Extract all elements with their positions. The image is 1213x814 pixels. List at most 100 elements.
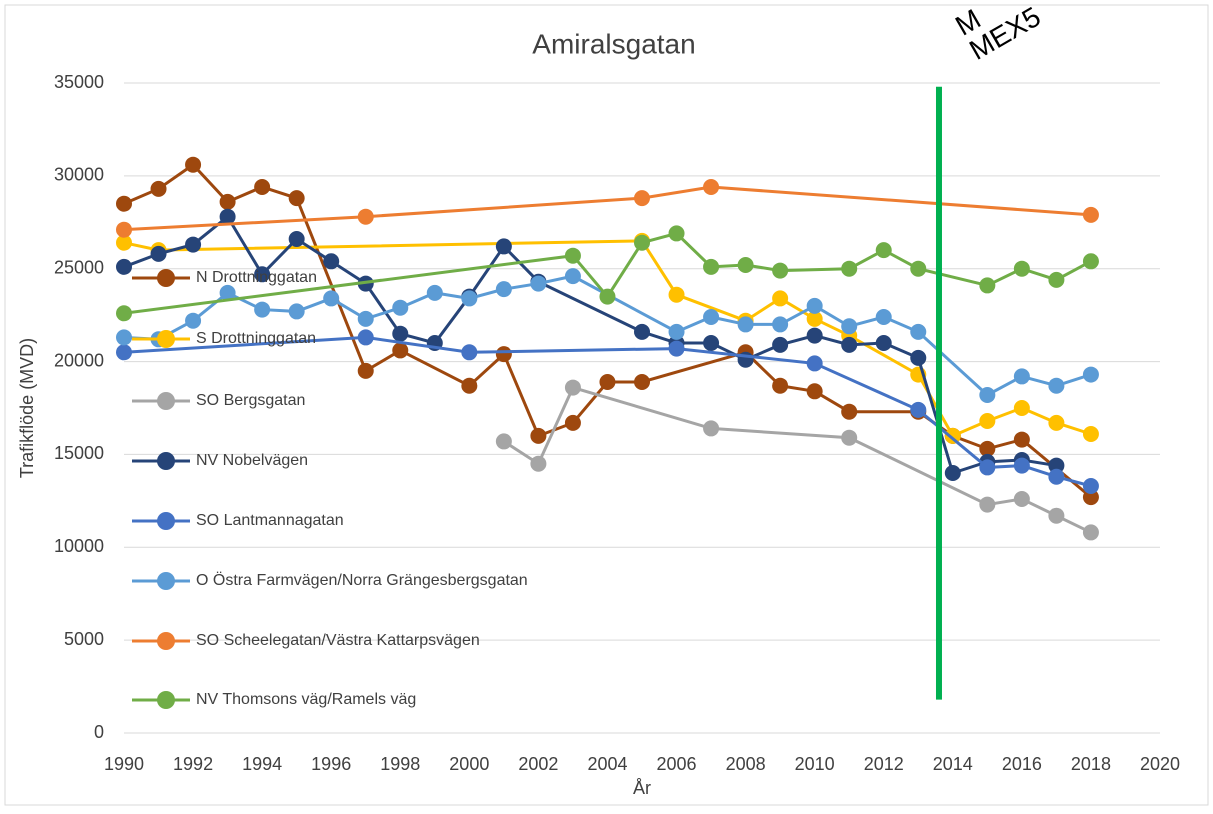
y-tick-label: 10000 xyxy=(54,536,104,556)
series-line xyxy=(123,185,1092,232)
data-point xyxy=(116,195,132,212)
legend-label: SO Lantmannagatan xyxy=(196,512,344,529)
legend-marker xyxy=(157,572,175,590)
data-point xyxy=(875,309,892,325)
x-tick-label: 1990 xyxy=(104,754,144,774)
data-point xyxy=(979,459,996,476)
data-point xyxy=(599,374,616,390)
data-point xyxy=(1082,366,1099,383)
data-point xyxy=(185,236,202,253)
y-tick-label: 30000 xyxy=(54,165,104,185)
y-tick-label: 20000 xyxy=(54,350,104,370)
data-point xyxy=(116,221,132,238)
data-point xyxy=(979,387,996,403)
data-point xyxy=(461,377,478,394)
data-point xyxy=(1048,377,1065,394)
data-point xyxy=(1082,524,1099,541)
data-point xyxy=(1013,457,1030,474)
legend-marker xyxy=(157,512,175,530)
data-point xyxy=(910,260,927,277)
y-tick-label: 25000 xyxy=(54,257,104,277)
data-point xyxy=(564,379,581,396)
legend-label: S Drottninggatan xyxy=(196,330,317,347)
x-tick-label: 2010 xyxy=(795,754,835,774)
data-point xyxy=(772,262,789,279)
data-point xyxy=(634,190,650,207)
y-tick-label: 5000 xyxy=(64,629,104,649)
data-point xyxy=(979,496,996,513)
data-point xyxy=(841,318,858,335)
data-point xyxy=(634,234,650,251)
legend-marker xyxy=(157,691,175,709)
data-point xyxy=(150,180,167,197)
data-point xyxy=(392,342,409,359)
data-point xyxy=(841,403,858,420)
data-point xyxy=(772,316,789,333)
data-point xyxy=(634,374,650,390)
x-tick-label: 2018 xyxy=(1071,754,1111,774)
data-point xyxy=(703,309,720,325)
data-point xyxy=(495,238,512,255)
data-point xyxy=(357,329,374,346)
legend-label: NV Nobelvägen xyxy=(196,452,309,469)
data-point xyxy=(1013,368,1030,385)
x-tick-label: 2008 xyxy=(726,754,766,774)
data-point xyxy=(323,290,340,307)
data-point xyxy=(116,329,132,346)
data-point xyxy=(1013,260,1030,277)
data-point xyxy=(185,156,202,173)
data-point xyxy=(703,420,720,437)
legend-label: O Östra Farmvägen/Norra Grängesbergsgata… xyxy=(196,572,528,589)
data-point xyxy=(495,281,512,298)
y-axis-label: Trafikflöde (MVD) xyxy=(17,338,37,478)
data-point xyxy=(668,225,685,242)
y-tick-label: 35000 xyxy=(54,72,104,92)
data-point xyxy=(426,284,443,301)
data-point xyxy=(944,427,961,444)
legend-label: N Drottninggatan xyxy=(196,269,317,286)
x-tick-label: 2020 xyxy=(1140,754,1180,774)
series-line xyxy=(123,335,1092,488)
x-tick-label: 1992 xyxy=(173,754,213,774)
event-label-line: MEX5 xyxy=(964,1,1046,66)
x-tick-label: 1994 xyxy=(242,754,282,774)
data-point xyxy=(979,440,996,457)
data-point xyxy=(634,323,650,340)
data-point xyxy=(737,257,754,273)
x-tick-label: 2006 xyxy=(657,754,697,774)
data-point xyxy=(357,310,374,327)
y-tick-label: 0 xyxy=(94,722,104,742)
data-point xyxy=(116,305,132,322)
data-point xyxy=(254,301,271,318)
data-point xyxy=(1048,414,1065,431)
data-point xyxy=(219,284,236,301)
chart-border xyxy=(4,4,1209,806)
data-point xyxy=(185,312,202,329)
x-axis-label: År xyxy=(633,778,651,798)
data-point xyxy=(841,429,858,446)
data-point xyxy=(703,335,720,351)
data-point xyxy=(461,344,478,361)
data-point xyxy=(116,344,132,361)
x-tick-label: 2000 xyxy=(449,754,489,774)
data-point xyxy=(530,427,547,444)
data-point xyxy=(219,193,236,210)
x-tick-label: 2016 xyxy=(1002,754,1042,774)
data-point xyxy=(1048,457,1065,474)
data-point xyxy=(1048,271,1065,288)
data-point xyxy=(357,362,374,379)
data-point xyxy=(1013,431,1030,448)
data-point xyxy=(1013,400,1030,416)
data-point xyxy=(806,297,823,314)
data-point xyxy=(703,258,720,275)
data-point xyxy=(737,316,754,333)
x-tick-label: 2004 xyxy=(587,754,627,774)
data-point xyxy=(288,231,305,247)
data-point xyxy=(116,234,132,251)
data-point xyxy=(150,245,167,262)
data-point xyxy=(875,335,892,351)
data-point xyxy=(288,303,305,320)
data-point xyxy=(116,258,132,275)
